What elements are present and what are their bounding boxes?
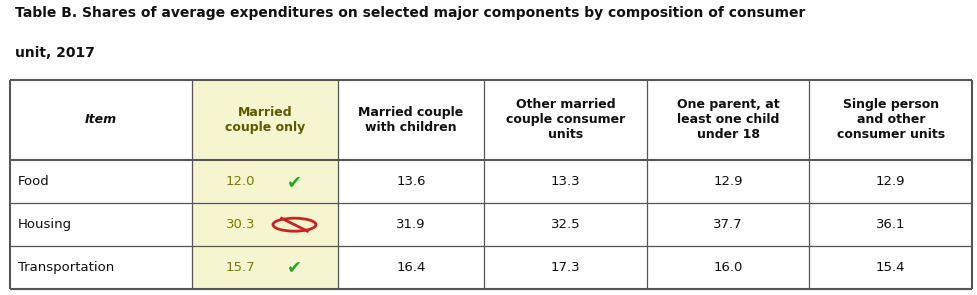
Bar: [10, 80, 972, 289]
Text: 15.7: 15.7: [226, 261, 255, 274]
Text: 12.9: 12.9: [876, 175, 906, 188]
Text: 16.0: 16.0: [713, 261, 743, 274]
Text: Married couple
with children: Married couple with children: [359, 106, 464, 134]
Text: 16.4: 16.4: [397, 261, 426, 274]
Text: 31.9: 31.9: [397, 218, 426, 231]
Text: 36.1: 36.1: [876, 218, 906, 231]
Bar: [192, 80, 338, 289]
Text: One parent, at
least one child
under 18: One parent, at least one child under 18: [677, 99, 780, 142]
Text: Food: Food: [18, 175, 49, 188]
Text: 13.6: 13.6: [397, 175, 426, 188]
Text: ✔: ✔: [287, 173, 302, 191]
Text: Table B. Shares of average expenditures on selected major components by composit: Table B. Shares of average expenditures …: [15, 6, 805, 20]
Text: 32.5: 32.5: [551, 218, 580, 231]
Text: Other married
couple consumer
units: Other married couple consumer units: [506, 99, 625, 142]
Text: 30.3: 30.3: [226, 218, 255, 231]
Text: 37.7: 37.7: [713, 218, 743, 231]
Text: ✔: ✔: [287, 259, 302, 277]
Text: Married
couple only: Married couple only: [225, 106, 305, 134]
Text: 17.3: 17.3: [551, 261, 580, 274]
Text: 13.3: 13.3: [551, 175, 580, 188]
Text: 15.4: 15.4: [876, 261, 906, 274]
Text: unit, 2017: unit, 2017: [15, 46, 95, 60]
Text: Transportation: Transportation: [18, 261, 114, 274]
Text: 12.0: 12.0: [226, 175, 255, 188]
Text: 12.9: 12.9: [713, 175, 743, 188]
Text: Housing: Housing: [18, 218, 71, 231]
Text: Item: Item: [85, 114, 117, 127]
Text: Single person
and other
consumer units: Single person and other consumer units: [836, 99, 945, 142]
